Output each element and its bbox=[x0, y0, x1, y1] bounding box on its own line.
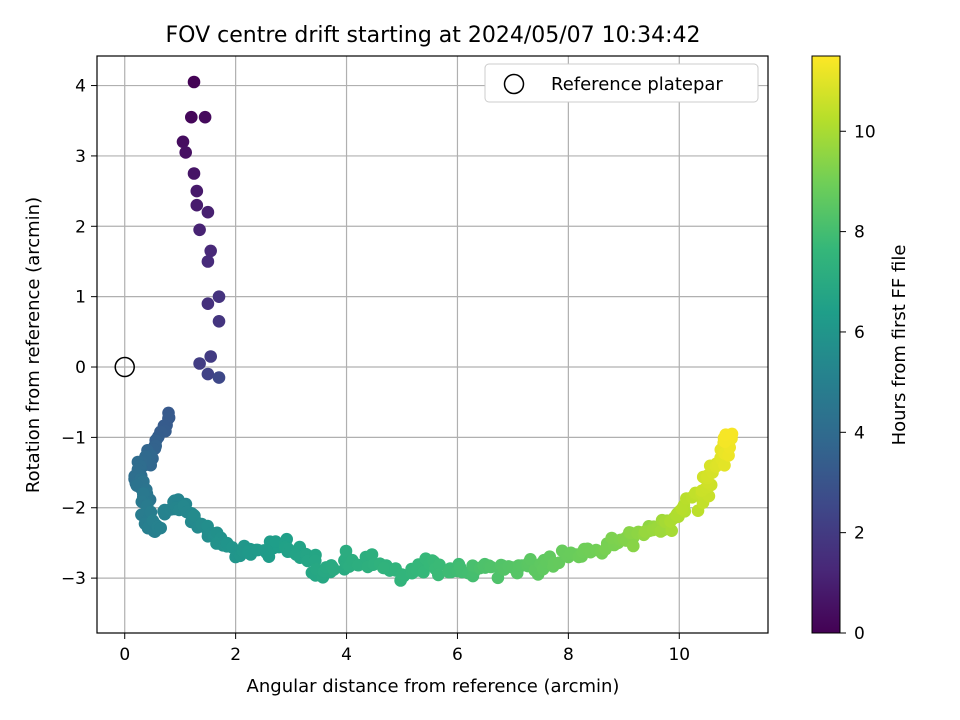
axes: 0 2 4 6 8 10 −3 −2 −1 0 1 2 3 4 bbox=[61, 55, 769, 665]
data-point bbox=[718, 459, 731, 472]
data-point bbox=[524, 553, 537, 566]
y-axis-label: Rotation from reference (arcmin) bbox=[23, 197, 44, 493]
data-point bbox=[154, 521, 167, 535]
chart-title: FOV centre drift starting at 2024/05/07 … bbox=[166, 23, 701, 48]
y-tick-label: 2 bbox=[75, 217, 86, 237]
colorbar: 0 2 4 6 8 10 Hours from first FF file bbox=[811, 55, 910, 644]
colorbar-tick-label: 6 bbox=[854, 323, 865, 343]
colorbar-tick-label: 2 bbox=[854, 524, 865, 544]
x-tick-label: 0 bbox=[119, 645, 130, 665]
x-tick-label: 10 bbox=[668, 645, 690, 665]
x-tick-label: 6 bbox=[452, 645, 463, 665]
data-point bbox=[725, 427, 739, 441]
plot-frame bbox=[96, 55, 769, 634]
data-point bbox=[665, 524, 678, 537]
data-point bbox=[201, 205, 215, 219]
x-axis-label: Angular distance from reference (arcmin) bbox=[247, 676, 620, 697]
y-tick-label: 4 bbox=[75, 77, 86, 97]
x-tick-label: 4 bbox=[341, 645, 352, 665]
data-point bbox=[212, 290, 226, 304]
colorbar-gradient bbox=[811, 55, 841, 634]
data-point bbox=[204, 244, 217, 258]
data-point bbox=[675, 502, 689, 516]
y-tick-label: 3 bbox=[75, 147, 86, 167]
data-point bbox=[201, 367, 215, 381]
data-point bbox=[339, 544, 353, 558]
legend-box bbox=[484, 63, 759, 103]
data-point bbox=[204, 350, 217, 363]
colorbar-tick-label: 4 bbox=[854, 423, 865, 443]
data-point bbox=[654, 525, 667, 538]
reference-point-marker bbox=[114, 356, 135, 378]
x-tick-label: 8 bbox=[563, 645, 574, 665]
data-point bbox=[188, 509, 201, 522]
y-tick-label: 1 bbox=[75, 288, 86, 308]
legend-label: Reference platepar bbox=[551, 74, 723, 95]
legend: Reference platepar bbox=[484, 63, 759, 103]
data-point bbox=[327, 563, 341, 576]
data-point bbox=[201, 297, 215, 311]
data-point bbox=[365, 548, 379, 561]
y-tick-label: −2 bbox=[61, 499, 86, 519]
colorbar-tick-label: 8 bbox=[854, 223, 865, 243]
x-tick-label: 2 bbox=[230, 645, 241, 665]
data-point bbox=[193, 357, 206, 370]
scatter-points bbox=[114, 75, 739, 587]
data-point bbox=[190, 198, 204, 212]
y-tick-label: −1 bbox=[61, 428, 86, 448]
data-point bbox=[212, 315, 226, 328]
data-point bbox=[187, 75, 201, 89]
data-point bbox=[193, 223, 206, 237]
data-point bbox=[179, 146, 192, 159]
grid-lines bbox=[97, 56, 768, 633]
data-point bbox=[377, 561, 391, 575]
colorbar-label: Hours from first FF file bbox=[889, 245, 910, 446]
data-point bbox=[269, 535, 282, 548]
data-point bbox=[187, 167, 201, 180]
data-point bbox=[201, 255, 215, 268]
y-tick-label: −3 bbox=[61, 569, 86, 589]
data-point bbox=[352, 558, 365, 572]
y-tick-label: 0 bbox=[75, 358, 86, 378]
data-point bbox=[433, 558, 446, 572]
colorbar-ticks: 0 2 4 6 8 10 bbox=[840, 122, 876, 644]
colorbar-tick-label: 0 bbox=[854, 624, 865, 644]
data-point bbox=[185, 110, 198, 124]
data-point bbox=[198, 110, 212, 124]
data-point bbox=[212, 371, 226, 384]
colorbar-tick-label: 10 bbox=[854, 122, 876, 142]
data-point bbox=[176, 135, 190, 149]
data-point bbox=[226, 541, 239, 554]
data-point bbox=[627, 539, 640, 553]
data-point bbox=[432, 568, 445, 582]
data-point bbox=[190, 184, 204, 198]
legend-marker-icon bbox=[503, 73, 525, 95]
